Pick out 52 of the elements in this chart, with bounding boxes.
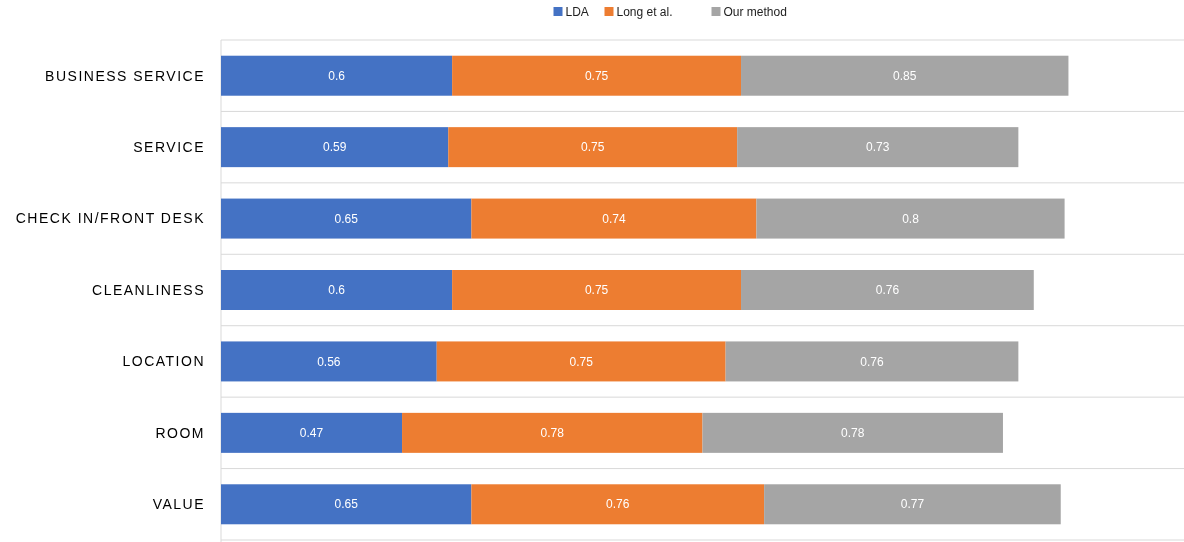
bar xyxy=(764,484,1061,525)
legend-label: Long et al. xyxy=(616,5,673,19)
bar xyxy=(221,127,449,168)
data-label: 0.74 xyxy=(602,211,626,226)
bar xyxy=(436,341,726,382)
bar xyxy=(452,55,742,96)
data-label: 0.47 xyxy=(299,426,324,441)
bar xyxy=(756,198,1065,239)
y-tick-label: CLEANLINESS xyxy=(92,281,205,298)
y-tick-label: VALUE xyxy=(152,496,205,513)
data-label: 0.78 xyxy=(841,426,865,441)
bar xyxy=(452,270,742,310)
y-tick-label: BUSINESS SERVICE xyxy=(45,67,205,84)
bar xyxy=(737,127,1019,168)
bar xyxy=(221,198,472,239)
data-label: 0.8 xyxy=(902,211,920,226)
y-tick-label: CHECK IN/FRONT DESK xyxy=(15,210,205,227)
bar xyxy=(402,412,703,453)
data-label: 0.75 xyxy=(584,68,609,83)
data-label: 0.78 xyxy=(540,426,565,441)
y-tick-label: SERVICE xyxy=(133,139,205,156)
data-label: 0.65 xyxy=(334,211,359,226)
y-tick-label: LOCATION xyxy=(122,353,205,370)
data-label: 0.59 xyxy=(322,140,347,155)
bar xyxy=(702,412,1003,453)
bar xyxy=(221,55,453,96)
bar xyxy=(471,484,765,525)
bar xyxy=(471,198,757,239)
bar xyxy=(221,341,437,382)
bar xyxy=(448,127,738,168)
data-label: 0.75 xyxy=(584,283,609,298)
bar xyxy=(221,270,453,310)
data-label: 0.73 xyxy=(866,140,890,155)
data-label: 0.65 xyxy=(334,497,359,512)
data-label: 0.75 xyxy=(569,354,594,369)
bar xyxy=(741,270,1034,310)
legend-label: Our method xyxy=(723,5,787,19)
bar xyxy=(221,484,472,525)
data-label: 0.76 xyxy=(860,354,884,369)
bar xyxy=(725,341,1019,382)
data-label: 0.76 xyxy=(606,497,630,512)
legend-label: LDA xyxy=(565,5,589,19)
data-label: 0.6 xyxy=(328,68,346,83)
bar xyxy=(221,412,403,453)
y-tick-label: ROOM xyxy=(155,424,205,441)
data-label: 0.85 xyxy=(893,68,917,83)
data-label: 0.6 xyxy=(328,283,346,298)
data-label: 0.75 xyxy=(581,140,605,155)
data-label: 0.76 xyxy=(875,283,900,298)
data-label: 0.56 xyxy=(317,354,341,369)
bar xyxy=(741,55,1069,96)
data-label: 0.77 xyxy=(900,497,925,512)
